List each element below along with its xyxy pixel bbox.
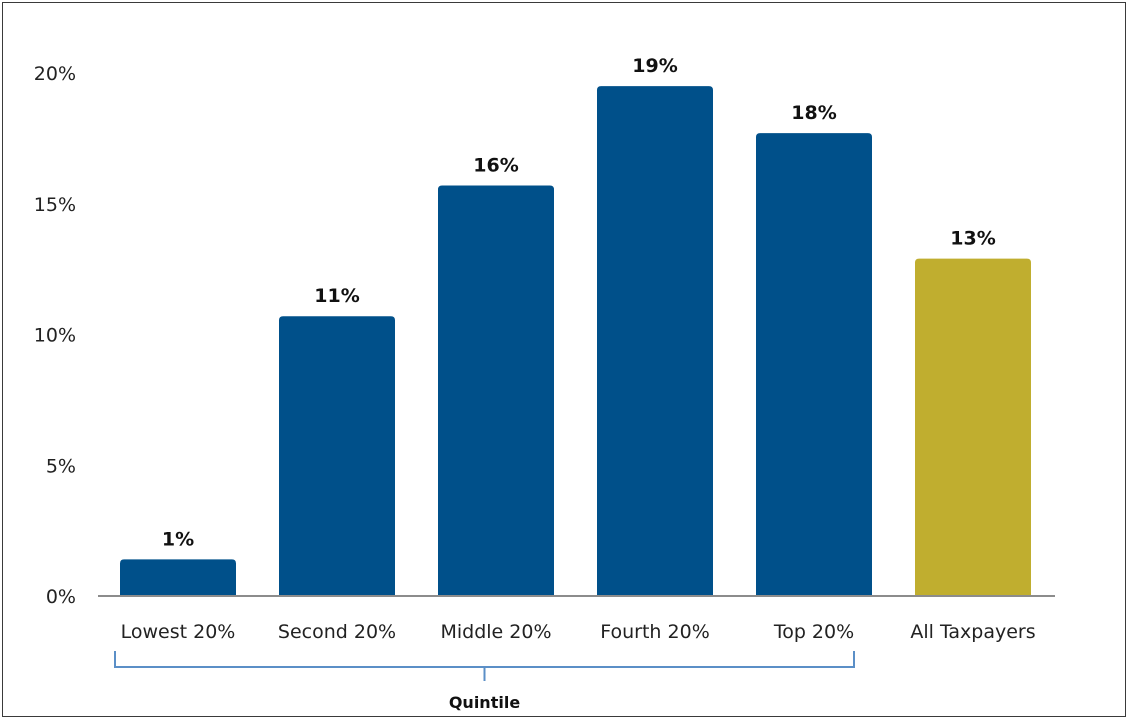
y-tick-label: 15%	[34, 194, 76, 216]
quintile-label: Quintile	[449, 693, 520, 712]
bracket-line	[114, 651, 855, 681]
category-label: Second 20%	[278, 621, 396, 643]
data-label: 11%	[314, 285, 359, 307]
bar	[597, 86, 713, 596]
bars	[120, 86, 1031, 596]
y-tick-label: 5%	[46, 455, 76, 477]
category-labels: Lowest 20% Second 20% Middle 20% Fourth 20%…	[121, 621, 1036, 643]
data-label: 13%	[950, 228, 995, 250]
category-label: Fourth 20%	[600, 621, 710, 643]
data-label: 19%	[632, 55, 677, 77]
data-labels: 1% 11% 16% 19% 18% 13%	[162, 55, 996, 550]
bar	[915, 258, 1031, 596]
category-label: Top 20%	[773, 621, 854, 643]
bar	[120, 559, 236, 596]
y-axis-ticks: 0% 5% 10% 15% 20%	[34, 63, 76, 608]
data-label: 16%	[473, 154, 518, 176]
bar	[438, 185, 554, 596]
bar	[756, 133, 872, 596]
category-label: Middle 20%	[440, 621, 551, 643]
data-label: 18%	[791, 102, 836, 124]
y-tick-label: 20%	[34, 63, 76, 85]
data-label: 1%	[162, 528, 194, 550]
category-label: All Taxpayers	[910, 621, 1035, 643]
quintile-bracket	[114, 651, 855, 681]
y-tick-label: 0%	[46, 586, 76, 608]
y-tick-label: 10%	[34, 325, 76, 347]
bar	[279, 316, 395, 596]
category-label: Lowest 20%	[121, 621, 236, 643]
